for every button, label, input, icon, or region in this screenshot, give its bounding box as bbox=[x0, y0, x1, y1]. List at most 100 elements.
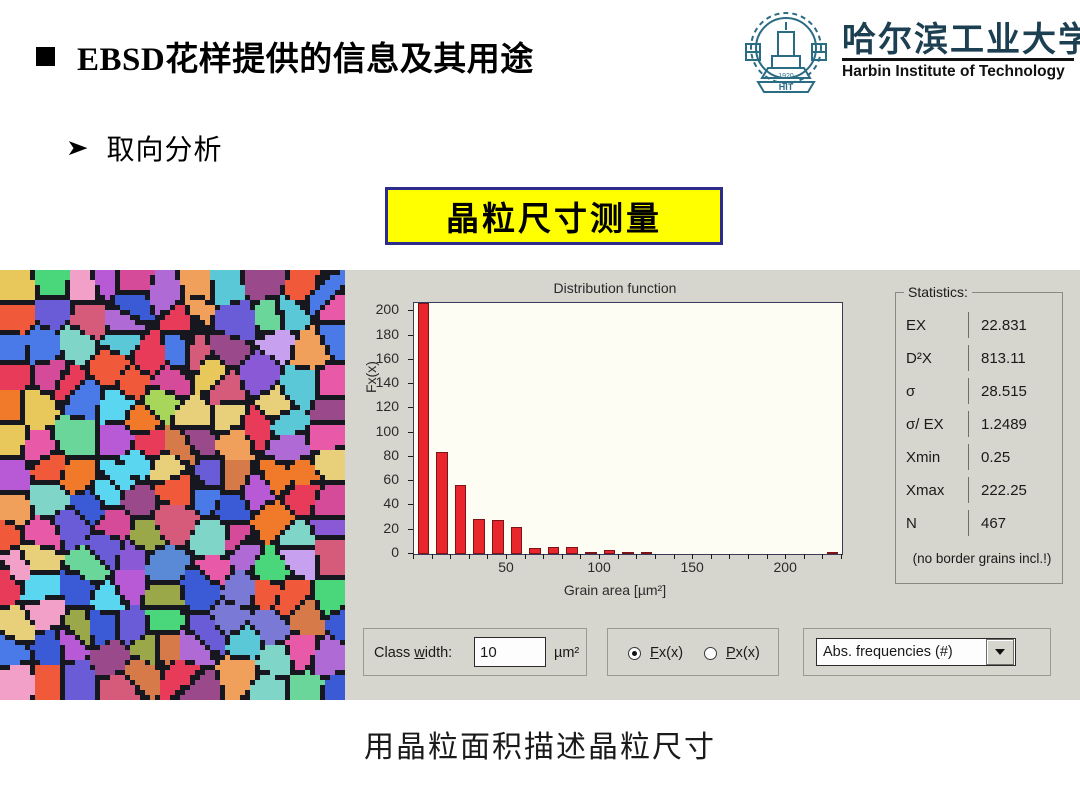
y-tick-mark bbox=[408, 431, 413, 433]
x-tick-mark bbox=[468, 554, 470, 559]
x-tick-mark bbox=[822, 554, 824, 559]
chevron-down-icon[interactable] bbox=[986, 639, 1014, 665]
bar bbox=[566, 546, 578, 554]
bar bbox=[491, 520, 504, 554]
x-tick-label: 150 bbox=[680, 559, 704, 575]
statistics-row: D²X 813.11 bbox=[906, 344, 1054, 372]
x-tick-mark bbox=[506, 554, 508, 559]
x-tick-mark bbox=[729, 554, 731, 559]
y-tick-label: 20 bbox=[383, 519, 399, 536]
bar bbox=[529, 547, 541, 554]
statistics-key: σ/ EX bbox=[906, 415, 944, 433]
x-tick-mark bbox=[692, 554, 694, 559]
statistics-key: D²X bbox=[906, 349, 932, 367]
radio-fx-label[interactable]: Fx(x) bbox=[650, 645, 684, 661]
bar bbox=[510, 527, 523, 554]
title-callout-text: 晶粒尺寸测量 bbox=[446, 202, 662, 238]
frequency-mode-value: Abs. frequencies (#) bbox=[823, 644, 953, 660]
y-tick-label: 100 bbox=[375, 422, 399, 439]
statistics-key: σ bbox=[906, 382, 916, 400]
y-tick-label: 40 bbox=[383, 495, 399, 512]
x-tick-mark bbox=[599, 554, 601, 559]
slide-subheading: ➤ 取向分析 bbox=[66, 128, 223, 168]
bar bbox=[454, 484, 467, 554]
x-tick-mark bbox=[747, 554, 749, 559]
slide-subheading-text: 取向分析 bbox=[106, 135, 223, 166]
radio-fx-selected[interactable] bbox=[628, 647, 641, 660]
ebsd-map-image bbox=[0, 270, 345, 700]
ebsd-grain-map bbox=[0, 270, 345, 700]
y-tick-label: 200 bbox=[375, 301, 399, 318]
x-tick-mark bbox=[561, 554, 563, 559]
grain-size-dialog: Distribution function Fx(x) 0 20 40 60 80 100… bbox=[0, 270, 1080, 700]
statistics-value: 22.831 bbox=[981, 316, 1027, 334]
statistics-value: 28.515 bbox=[981, 382, 1027, 400]
statistics-key: EX bbox=[906, 316, 927, 334]
x-tick-mark bbox=[803, 554, 805, 559]
slide-heading: EBSD花样提供的信息及其用途 bbox=[36, 32, 534, 80]
bar bbox=[603, 550, 616, 554]
x-tick-mark bbox=[710, 554, 712, 559]
slide-heading-text: EBSD花样提供的信息及其用途 bbox=[77, 42, 534, 78]
statistics-row: EX 22.831 bbox=[906, 311, 1054, 339]
x-tick-mark bbox=[673, 554, 675, 559]
x-tick-mark bbox=[636, 554, 638, 559]
y-tick-label: 180 bbox=[375, 325, 399, 342]
statistics-row: Xmin 0.25 bbox=[906, 443, 1054, 471]
logo-chinese-name: 哈尔滨工业大学 bbox=[842, 22, 1080, 59]
logo-divider bbox=[842, 58, 1074, 61]
statistics-divider bbox=[968, 444, 969, 470]
x-tick-mark bbox=[431, 554, 433, 559]
statistics-row: N 467 bbox=[906, 509, 1054, 537]
bar bbox=[436, 452, 448, 554]
statistics-value: 813.11 bbox=[981, 349, 1026, 367]
x-tick-mark bbox=[580, 554, 582, 559]
radio-px-label[interactable]: Px(x) bbox=[726, 645, 760, 661]
bar bbox=[622, 551, 634, 554]
y-tick-label: 60 bbox=[383, 471, 399, 488]
y-tick-label: 80 bbox=[383, 446, 399, 463]
y-tick-mark bbox=[408, 407, 413, 409]
statistics-key: Xmin bbox=[906, 448, 941, 466]
bar bbox=[473, 518, 485, 554]
x-tick-mark bbox=[841, 554, 842, 559]
class-width-unit: µm² bbox=[554, 645, 580, 661]
bar bbox=[417, 303, 430, 554]
y-tick-label: 160 bbox=[375, 349, 399, 366]
statistics-legend: Statistics: bbox=[904, 284, 972, 300]
statistics-divider bbox=[968, 345, 969, 371]
hit-logo: 1920 HIT 哈尔滨工业大学 Harbin Institute of Tec… bbox=[738, 6, 1080, 98]
plot-title: Distribution function bbox=[553, 280, 677, 296]
statistics-row: σ 28.515 bbox=[906, 377, 1054, 405]
statistics-value: 222.25 bbox=[981, 481, 1027, 499]
distribution-plot: Distribution function Fx(x) 0 20 40 60 80 100… bbox=[363, 275, 865, 605]
statistics-group: Statistics: EX 22.831 D²X 813.11 σ 28.515 σ/ E… bbox=[895, 284, 1063, 584]
frequency-mode-select[interactable]: Abs. frequencies (#) bbox=[816, 638, 1016, 666]
statistics-divider bbox=[968, 312, 969, 338]
class-width-label: Class width: bbox=[374, 645, 453, 661]
x-tick-mark bbox=[654, 554, 656, 559]
y-tick-mark bbox=[408, 528, 413, 530]
y-tick-mark bbox=[408, 334, 413, 336]
x-tick-mark bbox=[785, 554, 787, 559]
plot-xlabel: Grain area [µm²] bbox=[563, 582, 667, 598]
title-callout-box: 晶粒尺寸测量 bbox=[385, 187, 723, 245]
x-tick-mark bbox=[524, 554, 526, 559]
y-tick-label: 0 bbox=[391, 544, 399, 560]
plot-axes-area bbox=[413, 302, 843, 555]
radio-px[interactable] bbox=[704, 647, 717, 660]
statistics-divider bbox=[968, 411, 969, 437]
square-bullet-icon bbox=[36, 46, 55, 66]
y-tick-mark bbox=[408, 383, 413, 385]
y-tick-mark bbox=[408, 480, 413, 482]
statistics-row: σ/ EX 1.2489 bbox=[906, 410, 1054, 438]
distribution-dialog-panel: Distribution function Fx(x) 0 20 40 60 80 100… bbox=[345, 270, 1080, 700]
x-tick-mark bbox=[617, 554, 619, 559]
x-tick-label: 50 bbox=[498, 559, 514, 575]
y-tick-label: 120 bbox=[375, 398, 399, 415]
x-tick-mark bbox=[543, 554, 545, 559]
statistics-value: 1.2489 bbox=[981, 415, 1027, 433]
statistics-key: N bbox=[906, 514, 917, 532]
class-width-input[interactable]: 10 bbox=[474, 637, 546, 667]
